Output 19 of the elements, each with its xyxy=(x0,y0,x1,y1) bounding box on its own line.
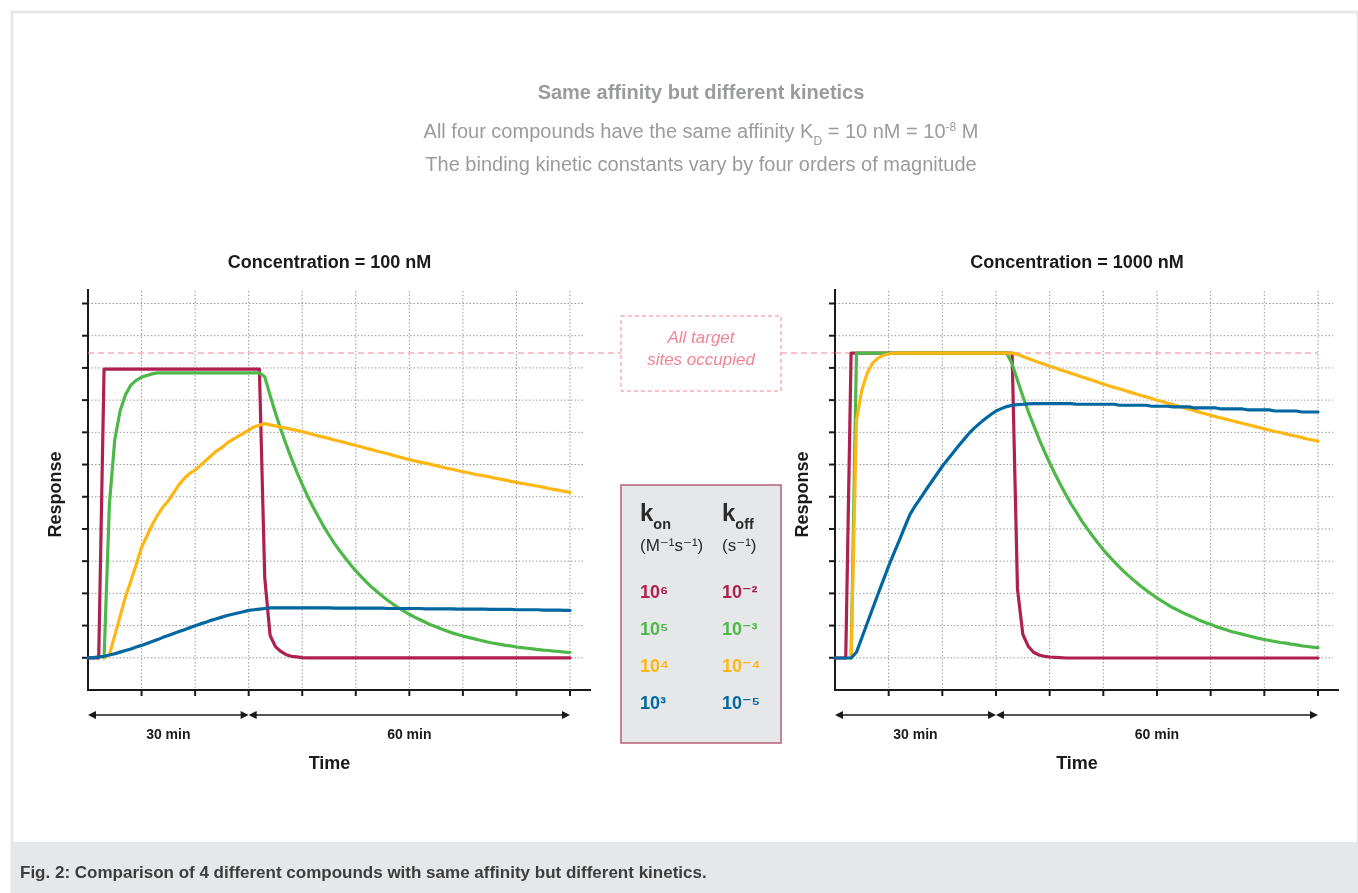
y-axis-title: Response xyxy=(45,451,65,538)
caption: Fig. 2: Comparison of 4 different compounds with same affinity but different kinetics. xyxy=(20,863,707,882)
text: 60 min xyxy=(1134,726,1180,742)
x-axis-title: Time xyxy=(1056,753,1098,773)
text: 10⁶ 10⁻² xyxy=(640,582,758,602)
text: 30 min xyxy=(146,726,191,742)
chart-title: Concentration = 100 nM xyxy=(227,252,432,272)
text: Same affinity but different kinetics xyxy=(537,81,865,103)
text: 10³ 10⁻⁵ xyxy=(640,693,760,713)
text: 10⁴ 10⁻⁴ xyxy=(640,656,761,676)
text: 30 min xyxy=(893,726,938,742)
text: 60 min xyxy=(387,726,432,742)
chart-title: Concentration = 1000 nM xyxy=(970,252,1184,272)
text: k$_{on}$ (M⁻¹s⁻¹) k$_{off}$ (s⁻¹) xyxy=(640,499,757,555)
ref-line-label: All target sites occupied xyxy=(647,328,756,370)
x-axis-title: Time xyxy=(308,753,351,773)
text: All four compounds have the same affinity K$_{D}$ = 10 nM = 10$^{-8}$ M The binding kinetic constants vary by four orders of magnitude xyxy=(423,120,979,175)
y-axis-title: Response xyxy=(792,451,812,538)
text: 10⁵ 10⁻³ xyxy=(640,619,758,639)
